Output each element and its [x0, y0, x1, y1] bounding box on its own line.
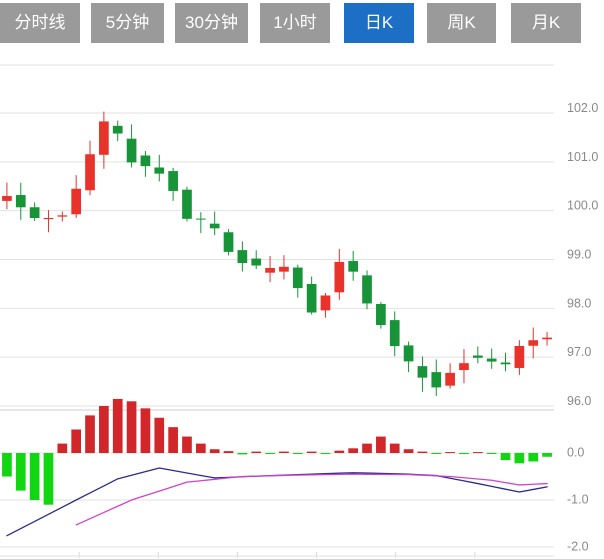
- svg-text:-1.0: -1.0: [567, 493, 589, 507]
- svg-text:99.0: 99.0: [567, 248, 591, 262]
- svg-text:101.0: 101.0: [567, 150, 598, 164]
- svg-text:0.0: 0.0: [567, 446, 584, 460]
- svg-text:-2.0: -2.0: [567, 540, 589, 554]
- svg-text:100.0: 100.0: [567, 199, 598, 213]
- svg-text:97.0: 97.0: [567, 345, 591, 359]
- svg-text:96.0: 96.0: [567, 394, 591, 408]
- svg-text:98.0: 98.0: [567, 296, 591, 310]
- svg-text:102.0: 102.0: [567, 101, 598, 115]
